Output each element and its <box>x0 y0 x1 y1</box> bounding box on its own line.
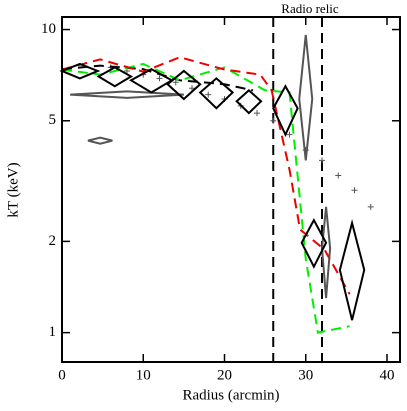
diamond <box>166 69 202 101</box>
dashed-line <box>61 56 351 295</box>
x-tick-label: 10 <box>136 367 151 383</box>
y-tick-label: 1 <box>49 324 57 340</box>
cross-marker <box>254 110 260 117</box>
dashed-line <box>61 62 350 334</box>
y-tick-label: 2 <box>49 233 57 249</box>
cross-marker <box>367 203 374 210</box>
cross-marker <box>319 157 325 164</box>
diamond <box>338 219 366 321</box>
diamond <box>320 206 332 299</box>
cross-marker <box>286 131 293 138</box>
cross-marker <box>335 172 342 179</box>
plot-frame <box>61 16 401 363</box>
x-tick-label: 40 <box>380 367 395 383</box>
cross-marker <box>351 187 358 194</box>
x-tick-label: 0 <box>58 367 66 383</box>
diamond <box>235 89 263 115</box>
diamond <box>298 34 314 161</box>
diamond <box>129 68 174 94</box>
cross-marker <box>270 117 277 124</box>
diamond <box>70 90 184 99</box>
x-tick-label: 30 <box>298 367 313 383</box>
cross-marker <box>156 75 163 82</box>
x-axis-label: Radius (arcmin) <box>182 387 279 403</box>
diamond <box>198 77 235 110</box>
cross-marker <box>205 91 212 98</box>
diamond <box>96 66 134 88</box>
annotation: Radio relic <box>281 1 339 16</box>
cross-marker <box>172 79 179 86</box>
diamond <box>272 84 299 138</box>
y-tick-label: 10 <box>41 21 56 37</box>
y-axis-label: kT (keV) <box>5 162 21 217</box>
diamond <box>300 218 328 269</box>
diamond <box>59 62 101 80</box>
diamond <box>87 136 113 145</box>
y-tick-label: 5 <box>49 112 57 128</box>
x-tick-label: 20 <box>217 367 232 383</box>
